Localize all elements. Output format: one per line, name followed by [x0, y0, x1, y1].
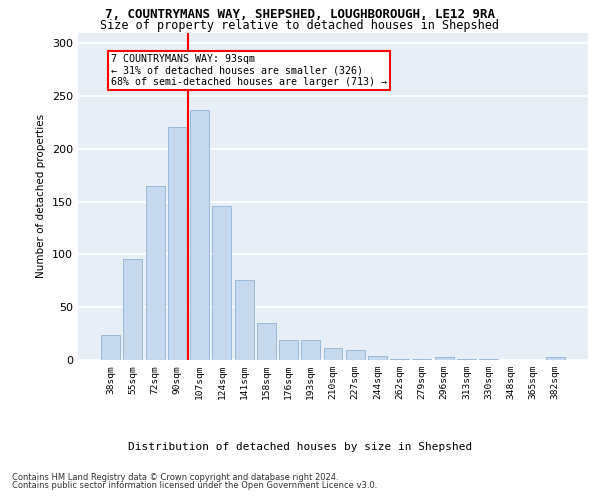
Bar [412, 359, 431, 360]
Bar [301, 340, 320, 360]
Bar [279, 340, 298, 360]
Text: Size of property relative to detached houses in Shepshed: Size of property relative to detached ho… [101, 18, 499, 32]
Bar [390, 359, 409, 360]
Bar [479, 359, 498, 360]
Bar [235, 280, 254, 360]
Bar [323, 348, 343, 360]
Bar [435, 357, 454, 360]
Bar [101, 334, 120, 360]
Text: Contains HM Land Registry data © Crown copyright and database right 2024.: Contains HM Land Registry data © Crown c… [12, 472, 338, 482]
Bar [257, 323, 276, 360]
Bar [368, 356, 387, 360]
Text: 7, COUNTRYMANS WAY, SHEPSHED, LOUGHBOROUGH, LE12 9RA: 7, COUNTRYMANS WAY, SHEPSHED, LOUGHBOROU… [105, 8, 495, 20]
Bar [457, 359, 476, 360]
Bar [190, 110, 209, 360]
Bar [546, 357, 565, 360]
Bar [146, 186, 164, 360]
Bar [346, 350, 365, 360]
Bar [124, 258, 142, 360]
Bar [168, 126, 187, 360]
Bar [212, 206, 231, 360]
Text: 7 COUNTRYMANS WAY: 93sqm
← 31% of detached houses are smaller (326)
68% of semi-: 7 COUNTRYMANS WAY: 93sqm ← 31% of detach… [111, 54, 387, 87]
Text: Distribution of detached houses by size in Shepshed: Distribution of detached houses by size … [128, 442, 472, 452]
Y-axis label: Number of detached properties: Number of detached properties [37, 114, 46, 278]
Text: Contains public sector information licensed under the Open Government Licence v3: Contains public sector information licen… [12, 482, 377, 490]
